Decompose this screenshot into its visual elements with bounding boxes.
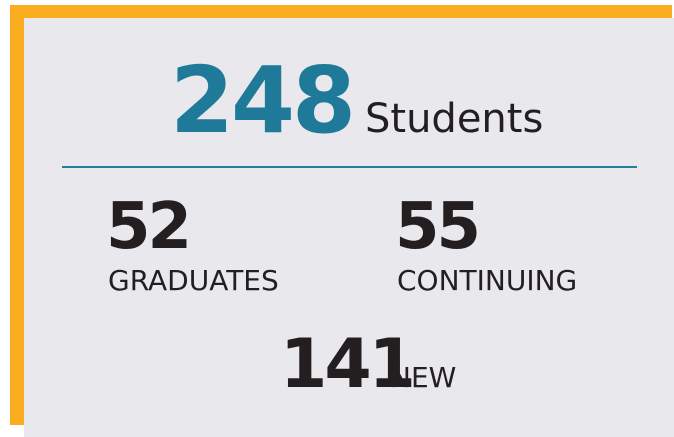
continuing-label: CONTINUING [397,264,577,297]
continuing-value: 55 [395,190,478,264]
graduates-label: GRADUATES [108,264,279,297]
total-value: 248 [170,47,353,154]
new-label: NEW [390,361,456,394]
total-label: Students [365,96,543,142]
card-background [24,18,674,437]
new-value: 141 [280,325,413,404]
graduates-value: 52 [106,190,189,264]
